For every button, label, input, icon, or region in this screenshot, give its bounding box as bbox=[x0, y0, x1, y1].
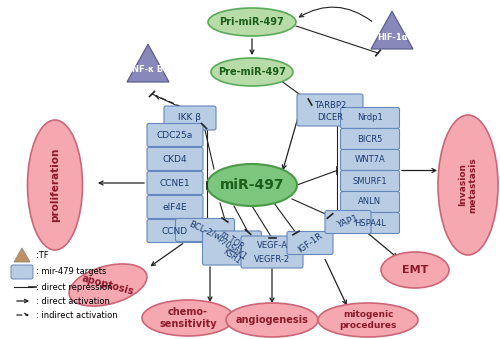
Text: P70S6K1: P70S6K1 bbox=[216, 236, 248, 262]
Text: proliferation: proliferation bbox=[50, 148, 60, 222]
Text: eIF4E: eIF4E bbox=[162, 202, 188, 212]
FancyBboxPatch shape bbox=[202, 231, 262, 265]
Text: m TOR: m TOR bbox=[219, 229, 245, 251]
Ellipse shape bbox=[211, 58, 293, 86]
Text: :TF: :TF bbox=[36, 251, 48, 259]
FancyBboxPatch shape bbox=[325, 211, 371, 234]
FancyBboxPatch shape bbox=[147, 196, 203, 219]
Text: Nrdp1: Nrdp1 bbox=[357, 114, 383, 122]
Polygon shape bbox=[14, 248, 30, 262]
Polygon shape bbox=[371, 11, 413, 49]
Ellipse shape bbox=[438, 115, 498, 255]
Text: CKD4: CKD4 bbox=[162, 155, 188, 163]
Text: DICER: DICER bbox=[317, 113, 343, 121]
Text: KSR1: KSR1 bbox=[222, 247, 242, 266]
Text: BCL-2/w: BCL-2/w bbox=[188, 219, 222, 241]
Text: : direct activation: : direct activation bbox=[36, 297, 110, 305]
Ellipse shape bbox=[69, 264, 147, 306]
FancyBboxPatch shape bbox=[340, 128, 400, 149]
Ellipse shape bbox=[318, 303, 418, 337]
Ellipse shape bbox=[142, 300, 234, 336]
FancyBboxPatch shape bbox=[287, 232, 333, 255]
FancyBboxPatch shape bbox=[340, 213, 400, 234]
Text: : direct repression: : direct repression bbox=[36, 282, 113, 292]
Text: chemo-
sensitivity: chemo- sensitivity bbox=[159, 307, 217, 329]
Text: VEGF-A: VEGF-A bbox=[256, 241, 288, 251]
FancyBboxPatch shape bbox=[147, 147, 203, 171]
Ellipse shape bbox=[28, 120, 82, 250]
Text: ANLN: ANLN bbox=[358, 198, 382, 206]
Text: HSPA4L: HSPA4L bbox=[354, 219, 386, 227]
Text: Pri-miR-497: Pri-miR-497 bbox=[220, 17, 284, 27]
Ellipse shape bbox=[207, 164, 297, 206]
Text: SMURF1: SMURF1 bbox=[352, 177, 388, 185]
FancyBboxPatch shape bbox=[340, 149, 400, 171]
Text: BICR5: BICR5 bbox=[358, 135, 382, 143]
Polygon shape bbox=[127, 44, 169, 82]
Text: EMT: EMT bbox=[402, 265, 428, 275]
Ellipse shape bbox=[208, 8, 296, 36]
Ellipse shape bbox=[226, 303, 318, 337]
Text: CDC25a: CDC25a bbox=[157, 131, 193, 140]
Text: CCNE1: CCNE1 bbox=[160, 179, 190, 187]
Text: Pre-miR-497: Pre-miR-497 bbox=[218, 67, 286, 77]
Text: IKK β: IKK β bbox=[178, 114, 202, 122]
Text: NF-κ B: NF-κ B bbox=[132, 65, 164, 75]
FancyBboxPatch shape bbox=[147, 123, 203, 146]
Text: Invasion
metastasis: Invasion metastasis bbox=[458, 157, 477, 213]
Ellipse shape bbox=[381, 252, 449, 288]
FancyBboxPatch shape bbox=[340, 171, 400, 192]
Text: IGF-1R: IGF-1R bbox=[296, 231, 324, 255]
FancyBboxPatch shape bbox=[340, 192, 400, 213]
FancyBboxPatch shape bbox=[176, 219, 234, 241]
Text: VEGFR-2: VEGFR-2 bbox=[254, 255, 290, 263]
FancyBboxPatch shape bbox=[11, 265, 33, 279]
Text: TARBP2: TARBP2 bbox=[314, 100, 346, 109]
FancyBboxPatch shape bbox=[147, 172, 203, 195]
Text: miR-497: miR-497 bbox=[220, 178, 284, 192]
Text: mitogenic
procedures: mitogenic procedures bbox=[340, 310, 396, 330]
Text: angiogenesis: angiogenesis bbox=[236, 315, 308, 325]
FancyBboxPatch shape bbox=[340, 107, 400, 128]
FancyBboxPatch shape bbox=[147, 219, 203, 242]
FancyBboxPatch shape bbox=[297, 94, 363, 126]
Text: : mir-479 targets: : mir-479 targets bbox=[36, 267, 106, 277]
Text: : indirect activation: : indirect activation bbox=[36, 311, 117, 319]
FancyBboxPatch shape bbox=[164, 106, 216, 130]
FancyBboxPatch shape bbox=[241, 236, 303, 268]
Text: HIF-1α: HIF-1α bbox=[377, 33, 407, 41]
Text: apoptosis: apoptosis bbox=[81, 273, 135, 297]
Text: YAP1: YAP1 bbox=[336, 214, 360, 230]
Text: CCND: CCND bbox=[162, 226, 188, 236]
Text: WNT7A: WNT7A bbox=[354, 156, 386, 164]
